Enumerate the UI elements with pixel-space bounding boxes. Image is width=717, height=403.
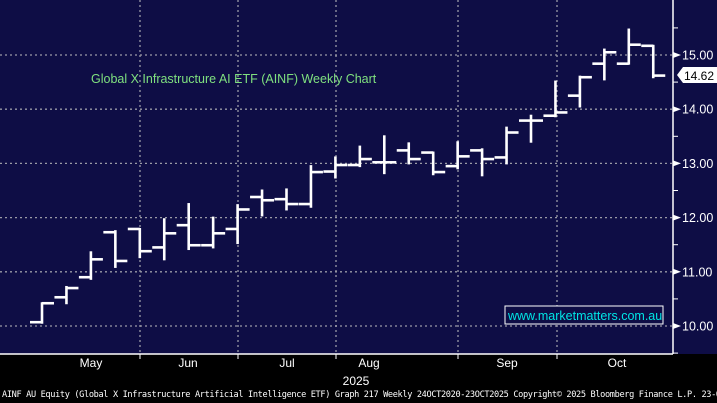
y-tick-label: 11.00 bbox=[682, 265, 712, 279]
last-price-label: 14.62 bbox=[684, 69, 714, 83]
ohlc-bar bbox=[176, 203, 201, 251]
y-tick-marker bbox=[673, 323, 681, 329]
y-tick-label: 13.00 bbox=[682, 157, 713, 171]
month-label: Jul bbox=[279, 356, 294, 370]
ohlc-bar bbox=[298, 165, 323, 208]
ohlc-bar bbox=[225, 204, 250, 245]
ohlc-bar bbox=[127, 227, 152, 259]
ohlc-bar bbox=[494, 126, 519, 165]
ohlc-bar bbox=[30, 301, 54, 324]
y-tick-marker bbox=[673, 214, 681, 221]
watermark-box bbox=[504, 305, 664, 325]
month-label: Oct bbox=[608, 356, 627, 370]
ohlc-bar bbox=[372, 135, 397, 175]
year-label: 2025 bbox=[343, 374, 370, 388]
ohlc-bar bbox=[396, 142, 421, 165]
ohlc-bar bbox=[323, 156, 348, 179]
y-tick-marker bbox=[673, 106, 681, 113]
ohlc-bar bbox=[543, 80, 568, 118]
y-tick-marker bbox=[673, 160, 681, 167]
ohlc-bar bbox=[519, 114, 543, 143]
y-tick-label: 14.00 bbox=[682, 103, 713, 117]
ohlc-bar bbox=[54, 285, 79, 305]
ohlc-bar bbox=[250, 189, 275, 217]
ohlc-bar bbox=[641, 44, 666, 79]
ohlc-bar bbox=[567, 75, 592, 108]
ohlc-bar bbox=[103, 230, 128, 268]
watermark-text: www.marketmatters.com.au bbox=[507, 309, 662, 323]
y-tick-marker bbox=[673, 268, 681, 275]
last-price-tag bbox=[677, 67, 717, 83]
month-label: May bbox=[80, 356, 103, 370]
ohlc-bar bbox=[201, 216, 226, 249]
footer-caption: AINF AU Equity (Global X Infrastructure … bbox=[2, 390, 717, 400]
chart-title: Global X Infrastructure AI ETF (AINF) We… bbox=[91, 72, 377, 86]
ohlc-bar bbox=[470, 148, 495, 177]
ohlc-bar bbox=[347, 145, 372, 168]
ohlc-bar bbox=[616, 28, 641, 65]
month-label: Aug bbox=[358, 356, 379, 370]
y-tick-label: 15.00 bbox=[682, 49, 713, 63]
ohlc-bar bbox=[152, 218, 177, 261]
y-tick-label: 12.00 bbox=[682, 211, 713, 225]
y-tick-label: 10.00 bbox=[682, 320, 713, 334]
month-label: Jun bbox=[178, 356, 197, 370]
ohlc-bar bbox=[421, 151, 446, 176]
plot-background bbox=[0, 0, 717, 354]
ohlc-bar bbox=[78, 251, 103, 280]
ohlc-bar bbox=[445, 141, 470, 170]
y-tick-marker bbox=[673, 52, 681, 58]
ohlc-bar bbox=[274, 188, 299, 211]
ohlc-bar bbox=[592, 48, 617, 81]
month-label: Sep bbox=[496, 356, 518, 370]
